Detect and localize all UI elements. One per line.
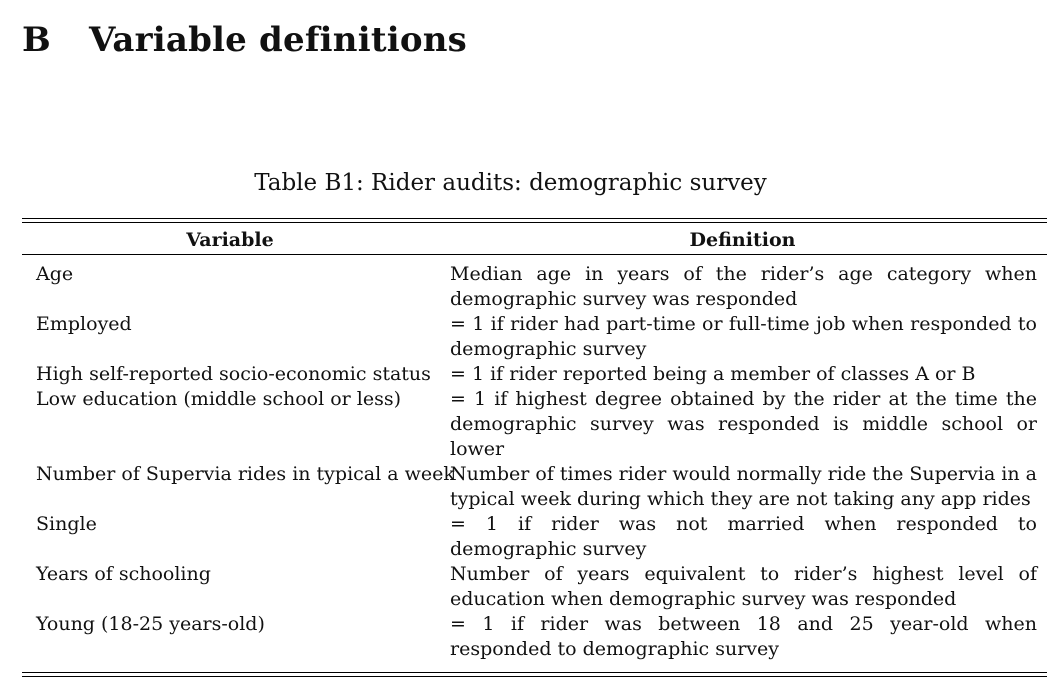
table-header-row: Variable Definition (22, 223, 1047, 254)
variable-cell: Young (18-25 years-old) (36, 613, 265, 635)
table-header-rule (22, 254, 1047, 255)
table-bottom-rule (22, 672, 1047, 677)
variable-cell: Employed (36, 313, 132, 335)
definition-cell: = 1 if highest degree obtained by the ri… (450, 388, 1037, 460)
definition-cell: Median age in years of the rider’s age c… (450, 263, 1037, 310)
definition-cell: = 1 if rider was between 18 and 25 year-… (450, 613, 1037, 660)
variable-cell: High self-reported socio-economic status (36, 363, 431, 385)
section-letter: B (22, 20, 51, 60)
table-row: Age Median age in years of the rider’s ag… (22, 255, 1047, 312)
variable-cell: Low education (middle school or less) (36, 388, 402, 410)
variable-cell: Single (36, 513, 97, 535)
table-row: Number of Supervia rides in typical a we… (22, 462, 1047, 512)
table-row: High self-reported socio-economic status… (22, 362, 1047, 387)
table-row: Low education (middle school or less) = 1… (22, 387, 1047, 462)
table-row: Young (18-25 years-old) = 1 if rider was … (22, 612, 1047, 662)
definitions-table: Variable Definition Age Median age in yea… (22, 223, 1047, 662)
table-caption: Table B1: Rider audits: demographic surv… (254, 170, 767, 196)
table-top-rule (22, 218, 1047, 223)
table-row: Employed = 1 if rider had part-time or fu… (22, 312, 1047, 362)
definition-cell: Number of years equivalent to rider’s hi… (450, 563, 1037, 610)
variable-cell: Age (36, 263, 74, 285)
variable-cell: Number of Supervia rides in typical a we… (36, 463, 455, 485)
table-row: Years of schooling Number of years equiva… (22, 562, 1047, 612)
definition-cell: = 1 if rider had part-time or full-time … (450, 313, 1037, 360)
section-title: Variable definitions (88, 20, 467, 60)
variable-cell: Years of schooling (36, 563, 211, 585)
variable-definitions-table: Variable Definition Age Median age in yea… (22, 218, 1047, 677)
definition-cell: Number of times rider would normally rid… (450, 463, 1037, 510)
header-definition: Definition (689, 229, 796, 251)
definition-cell: = 1 if rider reported being a member of … (450, 363, 976, 385)
header-variable: Variable (186, 229, 274, 251)
section-heading: B Variable definitions (22, 20, 467, 60)
table-row: Single = 1 if rider was not married when … (22, 512, 1047, 562)
definition-cell: = 1 if rider was not married when respon… (450, 513, 1037, 560)
